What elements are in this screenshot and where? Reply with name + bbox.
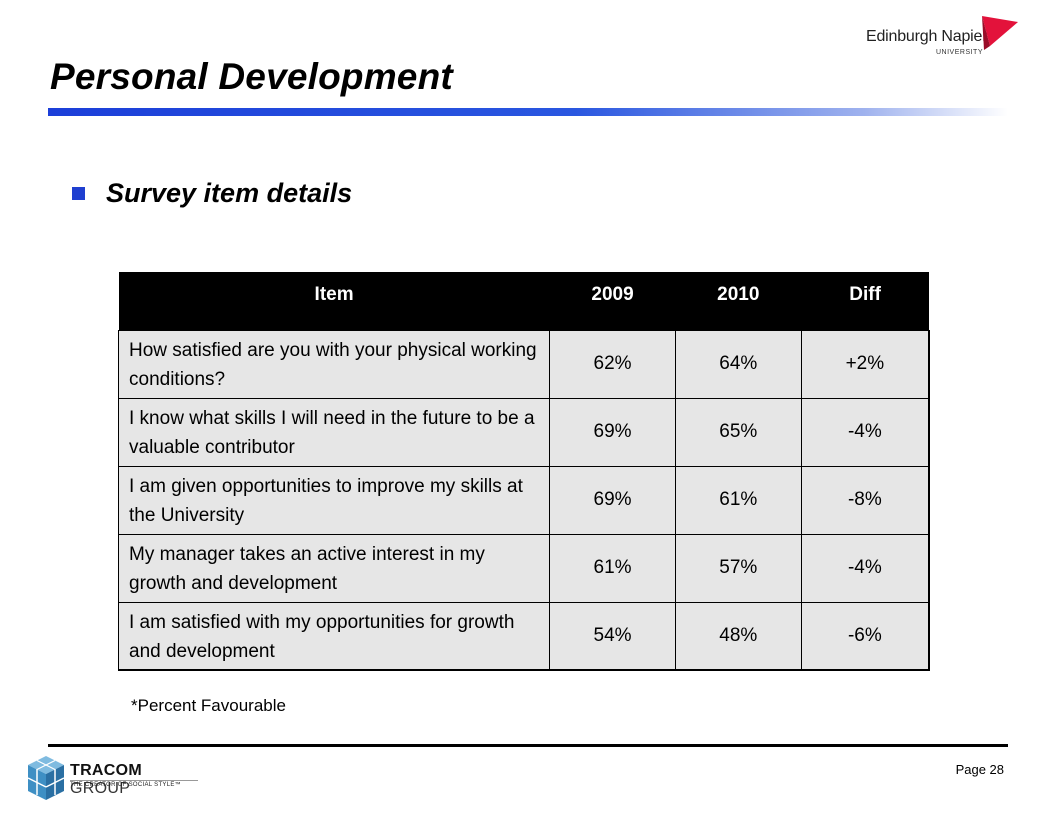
diff-cell: -6% bbox=[800, 601, 930, 671]
university-logo-sub: UNIVERSITY bbox=[936, 49, 984, 56]
table-row: I know what skills I will need in the fu… bbox=[117, 397, 930, 467]
value-2010-cell: 57% bbox=[674, 533, 802, 603]
diff-cell: +2% bbox=[800, 329, 930, 399]
value-2010-cell: 65% bbox=[674, 397, 802, 467]
item-cell: I am given opportunities to improve my s… bbox=[117, 465, 551, 535]
footer-divider bbox=[48, 744, 1008, 747]
table-row: My manager takes an active interest in m… bbox=[117, 533, 930, 603]
university-logo-name: Edinburgh Napier bbox=[866, 28, 988, 45]
item-cell: I am satisfied with my opportunities for… bbox=[117, 601, 551, 671]
value-2009-cell: 61% bbox=[549, 533, 676, 603]
square-bullet-icon bbox=[72, 187, 85, 200]
tracom-logo-tagline: THE CREATOR OF SOCIAL STYLE™ bbox=[70, 782, 181, 788]
tracom-cube-icon bbox=[27, 756, 65, 800]
diff-cell: -8% bbox=[800, 465, 930, 535]
value-2009-cell: 54% bbox=[549, 601, 676, 671]
tracom-logo-name: TRACOM GROUP bbox=[70, 762, 143, 797]
tracom-logo-divider bbox=[70, 780, 198, 781]
table-row: I am satisfied with my opportunities for… bbox=[117, 601, 930, 671]
footnote: *Percent Favourable bbox=[131, 696, 286, 715]
survey-table: Item 2009 2010 Diff How satisfied are yo… bbox=[117, 272, 930, 671]
column-header-diff: Diff bbox=[801, 272, 929, 330]
item-cell: I know what skills I will need in the fu… bbox=[117, 397, 551, 467]
napier-flag-icon bbox=[982, 16, 1018, 50]
table-header-row: Item 2009 2010 Diff bbox=[118, 272, 929, 330]
column-header-2009: 2009 bbox=[549, 272, 676, 330]
column-header-item: Item bbox=[118, 272, 550, 330]
table-row: How satisfied are you with your physical… bbox=[117, 329, 930, 399]
value-2009-cell: 62% bbox=[549, 329, 676, 399]
university-logo: Edinburgh Napier UNIVERSITY bbox=[862, 16, 1022, 60]
column-header-2010: 2010 bbox=[675, 272, 802, 330]
page-number: Page 28 bbox=[955, 762, 1004, 777]
section-subtitle: Survey item details bbox=[106, 178, 353, 208]
diff-cell: -4% bbox=[800, 397, 930, 467]
tracom-logo: TRACOM GROUP THE CREATOR OF SOCIAL STYLE… bbox=[26, 752, 206, 804]
page-title: Personal Development bbox=[50, 56, 453, 97]
value-2010-cell: 61% bbox=[674, 465, 802, 535]
value-2010-cell: 64% bbox=[674, 329, 802, 399]
section-heading: Survey item details bbox=[72, 178, 352, 209]
diff-cell: -4% bbox=[800, 533, 930, 603]
title-underline bbox=[48, 108, 1008, 116]
table-row: I am given opportunities to improve my s… bbox=[117, 465, 930, 535]
item-cell: My manager takes an active interest in m… bbox=[117, 533, 551, 603]
value-2009-cell: 69% bbox=[549, 397, 676, 467]
item-cell: How satisfied are you with your physical… bbox=[117, 329, 551, 399]
value-2009-cell: 69% bbox=[549, 465, 676, 535]
value-2010-cell: 48% bbox=[674, 601, 802, 671]
